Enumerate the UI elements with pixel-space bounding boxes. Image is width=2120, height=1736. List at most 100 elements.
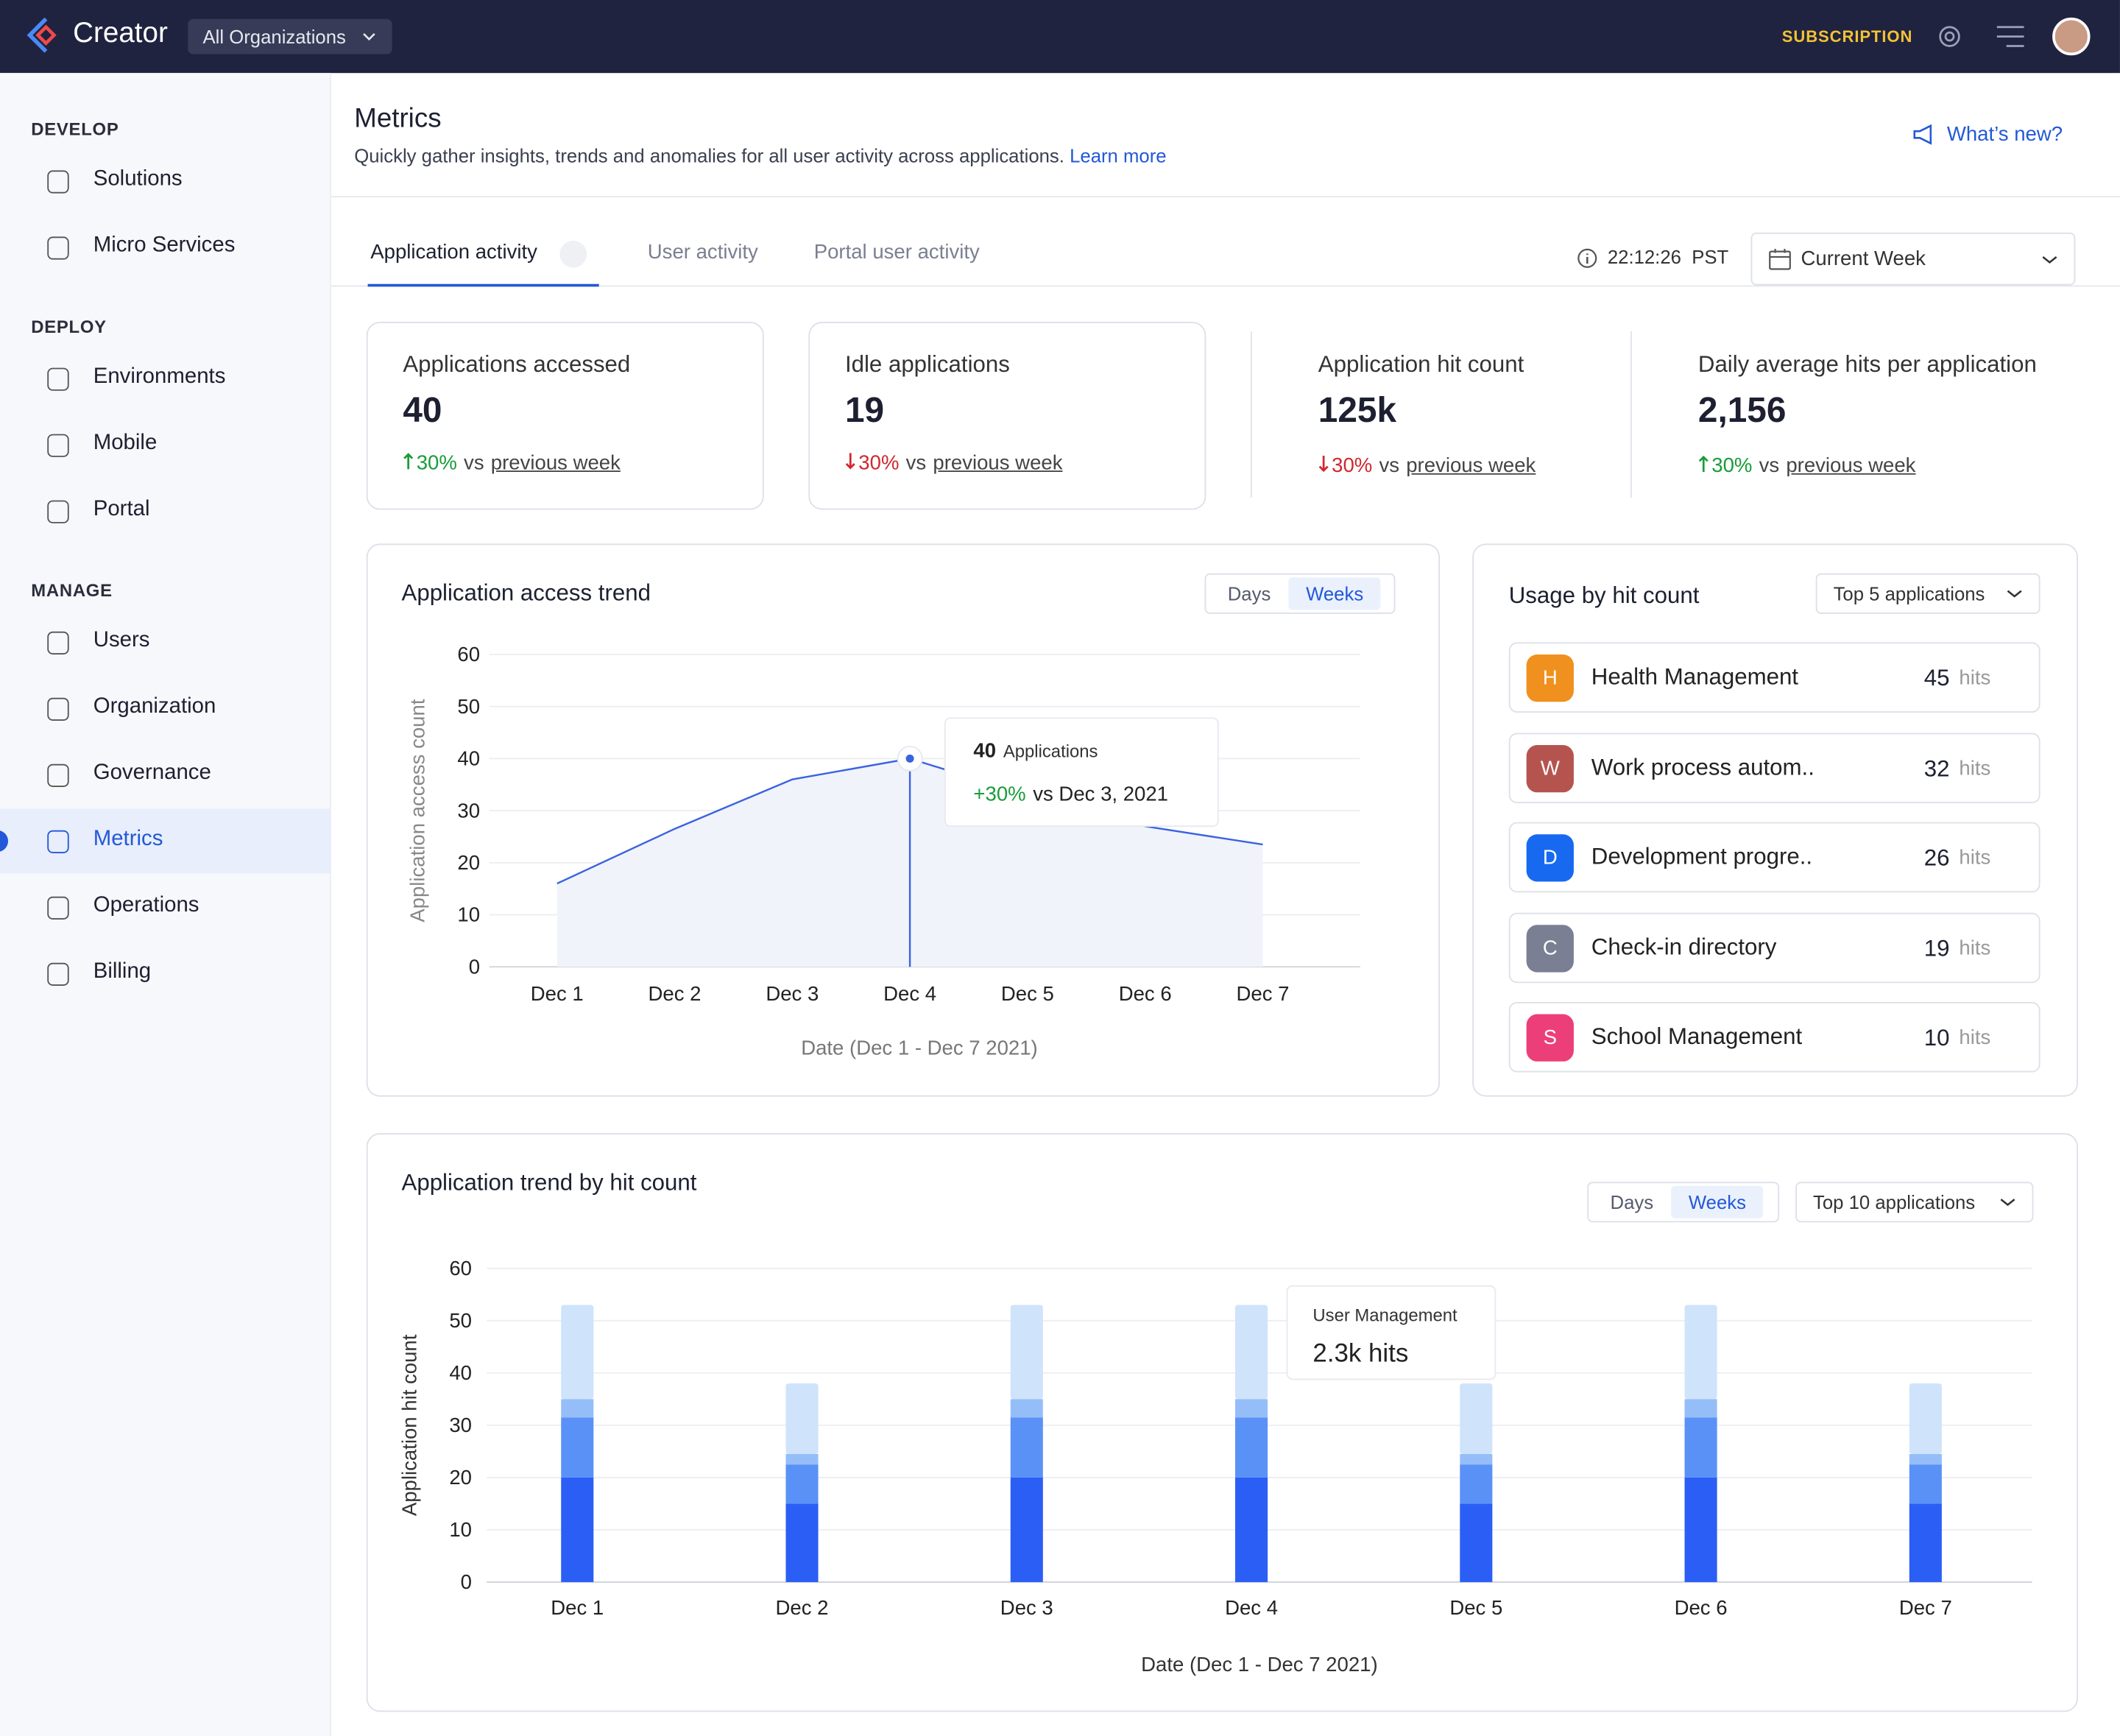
- nav-item[interactable]: Users: [93, 629, 150, 652]
- nav-item[interactable]: Organization: [93, 695, 216, 719]
- logo: [26, 17, 57, 53]
- usage-row[interactable]: [1508, 1001, 2041, 1073]
- nav-item[interactable]: Mobile: [93, 431, 158, 455]
- period-label: Current Week: [1801, 247, 1926, 271]
- app-hits: 26: [1923, 844, 1950, 871]
- toggle-option[interactable]: Days: [1610, 1191, 1654, 1213]
- bar-chart-card: [366, 1133, 2079, 1712]
- nav-item[interactable]: Operations: [93, 894, 199, 917]
- change-value: 30%: [858, 451, 900, 475]
- nav-icon: [47, 500, 69, 523]
- nav-item[interactable]: Portal: [93, 497, 150, 521]
- bar-filter[interactable]: Top 10 applications: [1795, 1182, 2034, 1223]
- section-title: DEVELOP: [31, 119, 119, 140]
- kpi-value: 40: [403, 389, 442, 431]
- compare-link[interactable]: previous week: [933, 451, 1063, 475]
- settings-icon[interactable]: [1935, 21, 1964, 51]
- nav-icon: [47, 170, 69, 194]
- active-marker: [0, 830, 9, 853]
- nav-icon: [47, 830, 69, 853]
- nav-icon: [47, 434, 69, 457]
- kpi-change: 30% vs previous week: [845, 451, 1063, 475]
- whats-new-link[interactable]: What’s new?: [1946, 123, 2063, 147]
- hits-unit: hits: [1959, 1026, 1991, 1050]
- nav-item[interactable]: Billing: [93, 960, 152, 984]
- usage-row[interactable]: [1508, 822, 2041, 893]
- app-badge: H: [1526, 654, 1574, 702]
- tab[interactable]: Portal user activity: [813, 240, 980, 264]
- app-badge: W: [1526, 744, 1574, 792]
- nav-icon: [47, 367, 69, 391]
- subscription-link[interactable]: SUBSCRIPTION: [1781, 27, 1913, 46]
- trend-arrow: [403, 451, 414, 474]
- app-badge: C: [1526, 924, 1574, 972]
- nav-item[interactable]: Micro Services: [93, 233, 236, 257]
- toggle-option[interactable]: Weeks: [1670, 1185, 1764, 1218]
- nav-icon: [47, 697, 69, 721]
- page-title: Metrics: [354, 104, 442, 134]
- compare-text: vs: [905, 451, 927, 475]
- nav-item[interactable]: Environments: [93, 364, 226, 389]
- app-hits: 32: [1923, 755, 1950, 781]
- kpi-value: 19: [844, 389, 885, 431]
- change-value: 30%: [1332, 454, 1373, 478]
- change-value: 30%: [416, 451, 457, 475]
- line-chart-card: [366, 543, 1441, 1097]
- usage-row[interactable]: [1508, 732, 2041, 803]
- compare-link[interactable]: previous week: [1406, 454, 1536, 478]
- sidebar: [0, 73, 331, 1736]
- usage-filter[interactable]: Top 5 applications: [1815, 573, 2041, 614]
- kpi-card: [366, 322, 764, 510]
- compare-text: vs: [464, 451, 484, 475]
- app-hits: 45: [1923, 665, 1950, 691]
- trend-arrow: [1698, 454, 1709, 477]
- nav-icon: [47, 236, 69, 260]
- kpi-change: 30% vs previous week: [403, 451, 621, 475]
- section-title: DEPLOY: [31, 316, 107, 337]
- tab[interactable]: Application activity: [370, 240, 537, 264]
- hits-unit: hits: [1959, 936, 1991, 960]
- app-name: Check-in directory: [1591, 934, 1777, 960]
- section-title: MANAGE: [31, 579, 113, 601]
- kpi-divider: [1250, 331, 1252, 498]
- kpi-label: Daily average hits per application: [1697, 351, 2037, 378]
- toggle-option[interactable]: Weeks: [1288, 577, 1382, 610]
- tab[interactable]: User activity: [647, 240, 758, 264]
- kpi-change: 30% vs previous week: [1318, 454, 1536, 477]
- time: 22:12:26 PST: [1607, 246, 1729, 268]
- usage-title: Usage by hit count: [1508, 582, 1700, 609]
- nav-item[interactable]: Metrics: [93, 828, 163, 851]
- nav-item[interactable]: Solutions: [93, 167, 183, 191]
- range-toggle[interactable]: Days Weeks: [1587, 1182, 1780, 1223]
- menu-icon[interactable]: [1996, 24, 2025, 49]
- app-hits: 19: [1923, 935, 1950, 961]
- description-text: Quickly gather insights, trends and anom…: [354, 144, 1064, 166]
- kpi-label: Idle applications: [844, 351, 1010, 378]
- range-toggle[interactable]: Days Weeks: [1204, 573, 1396, 614]
- hits-unit: hits: [1959, 756, 1991, 780]
- app-name: School Management: [1591, 1023, 1803, 1050]
- learn-more-link[interactable]: Learn more: [1070, 144, 1167, 166]
- kpi-label: Applications accessed: [403, 351, 631, 378]
- org-select[interactable]: All Organizations: [188, 18, 392, 54]
- app-badge: D: [1526, 834, 1574, 882]
- usage-row[interactable]: [1508, 911, 2041, 983]
- period-select[interactable]: Current Week: [1750, 232, 2076, 286]
- hits-unit: hits: [1959, 666, 1991, 690]
- nav-icon: [47, 631, 69, 654]
- avatar[interactable]: [2052, 17, 2091, 56]
- toggle-option[interactable]: Days: [1227, 582, 1271, 605]
- usage-row[interactable]: [1508, 642, 2041, 713]
- nav-item[interactable]: Governance: [93, 761, 211, 785]
- nav-icon: [47, 896, 69, 920]
- kpi-value: 125k: [1318, 389, 1397, 431]
- active-item-bg: [0, 808, 331, 874]
- hits-unit: hits: [1959, 846, 1991, 869]
- usage-filter-label: Top 5 applications: [1833, 582, 1985, 605]
- compare-link[interactable]: previous week: [490, 451, 621, 475]
- page-description: Quickly gather insights, trends and anom…: [354, 145, 1166, 166]
- compare-text: vs: [1759, 454, 1780, 478]
- info-icon: [1577, 248, 1597, 268]
- compare-link[interactable]: previous week: [1786, 454, 1916, 478]
- bar-filter-label: Top 10 applications: [1813, 1191, 1976, 1213]
